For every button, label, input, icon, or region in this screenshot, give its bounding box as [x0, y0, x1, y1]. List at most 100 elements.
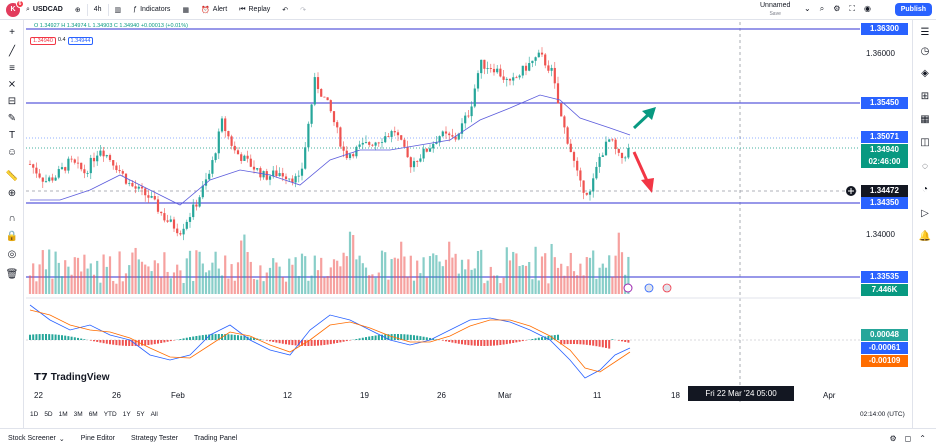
candle-body	[32, 164, 35, 168]
macd-histogram-bar	[361, 337, 364, 340]
ask-price[interactable]: 1.34944	[67, 37, 94, 45]
pattern-icon[interactable]: ⨯	[7, 79, 17, 90]
macd-histogram-bar	[342, 340, 345, 342]
replay-button[interactable]: ⏮ Replay	[239, 5, 271, 14]
range-button[interactable]: 5Y	[136, 411, 145, 418]
macd-histogram-bar	[291, 340, 294, 346]
templates-button[interactable]: ▦	[176, 0, 195, 20]
undo-button[interactable]: ↶	[276, 0, 294, 20]
fullscreen-icon[interactable]: ⛶	[849, 4, 855, 13]
macd-histogram-bar	[35, 334, 38, 340]
text-icon[interactable]: T	[8, 130, 16, 141]
fib-icon[interactable]: ≡	[9, 63, 15, 74]
macd-histogram-bar	[429, 337, 431, 340]
range-button[interactable]: 5D	[44, 411, 53, 418]
volume-tag: 7.446K	[861, 284, 908, 296]
zoom-icon[interactable]: ⊕	[7, 188, 17, 199]
watchlist-icon[interactable]: ☰	[920, 27, 930, 38]
panel-settings-icon[interactable]: ⚙	[889, 434, 897, 443]
calendar-icon[interactable]: ▦	[920, 114, 930, 125]
volume-bar	[220, 275, 224, 294]
candle-body	[508, 78, 512, 81]
chart-type-button[interactable]: ▥	[109, 0, 128, 20]
quick-search-icon[interactable]: ⌕	[819, 4, 825, 13]
ideas-icon[interactable]: ◌	[922, 161, 928, 172]
macd-histogram-bar	[141, 340, 143, 346]
compare-button[interactable]: ⊕	[69, 0, 87, 20]
macd-histogram-bar	[416, 335, 419, 340]
tab-stock-screener[interactable]: Stock Screener ⌄	[8, 435, 65, 443]
range-button[interactable]: 1M	[58, 411, 68, 418]
hotlist-icon[interactable]: ⊞	[920, 91, 930, 102]
ohlc-legend: O 1.34927 H 1.34974 L 1.34903 C 1.34940 …	[34, 23, 188, 29]
candle-body	[201, 185, 204, 198]
notification-badge: 6	[16, 0, 24, 8]
candle-body	[35, 167, 38, 174]
panel-controls: ⚙ ◻ ⌃	[889, 434, 926, 443]
macd-histogram-bar	[70, 336, 73, 340]
lightbulb-icon[interactable]: ◔	[921, 184, 929, 195]
publish-button[interactable]: Publish	[894, 3, 932, 16]
macd-histogram-bar	[419, 336, 422, 340]
macd-histogram-bar	[214, 334, 217, 340]
candle-body	[563, 116, 566, 128]
macd-histogram-bar	[105, 340, 108, 344]
tab-strategy-tester[interactable]: Strategy Tester	[130, 435, 178, 442]
macd-histogram-bar	[253, 337, 255, 340]
panel-maximize-icon[interactable]: ◻	[904, 434, 912, 443]
range-button[interactable]: 3M	[73, 411, 83, 418]
macd-histogram-bar	[157, 340, 159, 344]
eye-icon[interactable]: ◎	[7, 249, 17, 260]
layers-icon[interactable]: ◈	[921, 68, 929, 79]
range-button[interactable]: 1Y	[122, 411, 131, 418]
crosshair-icon[interactable]: +	[9, 27, 15, 38]
settings-icon[interactable]: ⚙	[833, 4, 841, 13]
macd-histogram-bar	[153, 340, 156, 345]
play-icon[interactable]: ▷	[921, 208, 929, 219]
economic-event-icon-2	[662, 283, 672, 293]
trendline-icon[interactable]: ╱	[8, 46, 16, 57]
alerts-clock-icon[interactable]: ◷	[920, 46, 930, 57]
macd-histogram-bar	[445, 340, 447, 342]
candle-body	[320, 89, 323, 97]
candle-body	[259, 168, 262, 178]
projection-icon[interactable]: ⊟	[7, 96, 17, 107]
interval-button[interactable]: 4h	[93, 6, 102, 13]
trash-icon[interactable]: 🗑	[5, 269, 19, 280]
volume-bar	[185, 258, 188, 294]
candle-body	[185, 221, 188, 229]
volume-bar	[115, 283, 118, 294]
bid-price[interactable]: 1.34940	[30, 37, 56, 45]
indicators-button[interactable]: ƒ Indicators	[133, 6, 171, 13]
chevron-down-icon[interactable]: ⌄	[804, 4, 811, 13]
macd-histogram-bar	[483, 340, 486, 346]
magnet-icon[interactable]: ∩	[8, 213, 16, 224]
range-button[interactable]: YTD	[103, 411, 117, 418]
candle-body	[300, 168, 304, 176]
panel-collapse-icon[interactable]: ⌃	[919, 434, 926, 443]
camera-icon[interactable]: ◉	[863, 4, 871, 13]
macd-histogram-bar	[425, 337, 428, 340]
tab-trading-panel[interactable]: Trading Panel	[193, 435, 238, 442]
symbol-search[interactable]: ⌕ USDCAD	[26, 5, 63, 14]
range-button[interactable]: All	[150, 411, 158, 418]
volume-bar	[204, 272, 208, 294]
volume-bar	[73, 257, 76, 294]
emoji-icon[interactable]: ☺	[6, 147, 18, 158]
bell-icon[interactable]: 🔔	[918, 231, 932, 242]
lock-icon[interactable]: 🔒	[5, 231, 19, 242]
brush-icon[interactable]: ✎	[7, 113, 17, 124]
range-button[interactable]: 1D	[30, 411, 39, 418]
tab-pine-editor[interactable]: Pine Editor	[80, 435, 115, 442]
macd-histogram-bar	[406, 334, 409, 340]
moving-average-line	[30, 94, 631, 206]
layout-name[interactable]: Unnamed Save	[760, 2, 791, 17]
ruler-icon[interactable]: 📏	[5, 171, 19, 182]
redo-button[interactable]: ↷	[294, 0, 312, 20]
utc-clock[interactable]: 02:14:00 (UTC)	[860, 411, 905, 418]
alert-button[interactable]: ⏰ Alert	[201, 6, 228, 14]
range-button[interactable]: 6M	[88, 411, 98, 418]
chat-icon[interactable]: ◫	[920, 137, 930, 148]
